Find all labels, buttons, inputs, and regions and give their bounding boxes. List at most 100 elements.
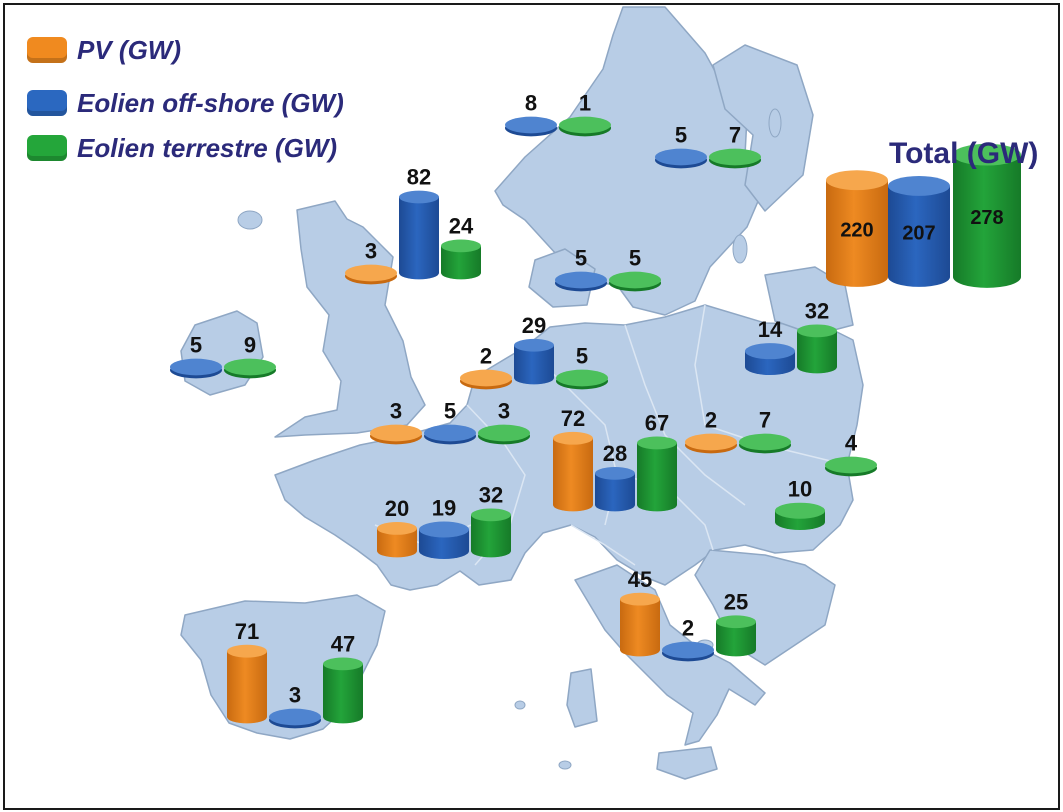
total-cylinder-offshore-label: 207 <box>902 222 935 244</box>
land-shape <box>712 44 814 212</box>
cylinder-offshore-top <box>514 338 554 352</box>
cylinder-onshore-label: 7 <box>759 408 771 433</box>
island-shape <box>558 760 572 770</box>
cylinder-pv: 20 <box>377 496 417 558</box>
cylinder-offshore-top <box>745 343 795 360</box>
island-shape <box>732 234 748 264</box>
cylinder-onshore: 5 <box>556 344 608 390</box>
cylinder-onshore-label: 1 <box>579 91 591 116</box>
cylinder-pv-label: 45 <box>628 567 652 592</box>
total-cylinder-pv-top <box>826 170 888 191</box>
cylinder-onshore: 32 <box>797 298 837 374</box>
cylinder-offshore-base <box>745 359 795 375</box>
cylinder-onshore: 1 <box>559 91 611 137</box>
cylinder-pv: 3 <box>345 239 397 285</box>
cylinder-pv-top <box>370 424 422 442</box>
cylinder-pv-top <box>377 522 417 535</box>
cylinder-onshore-label: 7 <box>729 123 741 148</box>
cylinder-offshore: 8 <box>505 91 557 137</box>
cylinder-pv-label: 71 <box>235 619 259 644</box>
cylinder-pv-body <box>227 651 267 717</box>
cylinder-onshore: 67 <box>637 411 677 512</box>
cylinder-onshore-label: 4 <box>845 431 858 456</box>
cylinder-onshore-top <box>609 271 661 289</box>
cylinder-onshore: 24 <box>441 213 481 280</box>
cylinder-pv: 2 <box>460 344 512 390</box>
cylinder-pv-label: 2 <box>480 344 492 369</box>
cylinder-offshore-label: 8 <box>525 91 537 116</box>
cylinder-onshore-base <box>471 544 511 558</box>
land-shape <box>274 200 426 438</box>
legend-label-pv: PV (GW) <box>77 34 181 65</box>
cylinder-pv-label: 3 <box>390 399 402 424</box>
total-cylinder-pv-label: 220 <box>840 220 873 242</box>
cylinder-onshore: 32 <box>471 482 511 558</box>
cylinder-onshore: 47 <box>323 631 363 724</box>
cylinder-pv: 72 <box>553 406 593 512</box>
cylinder-onshore-top <box>825 456 877 474</box>
cylinder-offshore-body <box>399 197 439 273</box>
cylinder-pv-top <box>345 264 397 282</box>
total-cylinder-onshore-base <box>953 266 1021 288</box>
cylinder-onshore-top <box>478 424 530 442</box>
cylinder-offshore: 19 <box>419 496 469 559</box>
cylinder-offshore: 28 <box>595 441 635 512</box>
cylinder-offshore: 14 <box>745 317 795 375</box>
cylinder-onshore: 7 <box>739 408 791 454</box>
total-cylinder-pv: 220 <box>826 170 888 287</box>
cylinder-onshore-label: 24 <box>449 213 474 238</box>
total-cylinder-pv-body <box>826 180 888 277</box>
cylinder-onshore-label: 5 <box>576 344 588 369</box>
cylinder-pv-top <box>553 431 593 445</box>
cylinder-onshore-base <box>797 360 837 374</box>
cylinder-offshore-label: 5 <box>675 123 687 148</box>
cylinder-offshore-top <box>655 148 707 166</box>
cylinder-pv-top <box>227 644 267 658</box>
cylinder-pv-label: 2 <box>705 408 717 433</box>
cylinder-onshore-base <box>441 266 481 280</box>
cylinder-pv: 2 <box>685 408 737 454</box>
cylinder-offshore-label: 82 <box>407 165 431 190</box>
cylinder-offshore-top <box>505 116 557 134</box>
border-line <box>570 524 636 566</box>
cylinder-pv-top <box>460 369 512 387</box>
cylinder-offshore-label: 29 <box>522 313 546 338</box>
cylinder-onshore-base <box>716 643 756 657</box>
cylinder-onshore-top <box>471 508 511 522</box>
cylinder-onshore-base <box>637 498 677 512</box>
land-shape <box>566 668 598 728</box>
cylinder-offshore-top <box>399 190 439 204</box>
land-shape <box>656 746 718 780</box>
cylinder-onshore-label: 32 <box>479 482 503 507</box>
cylinder-offshore-base <box>419 543 469 559</box>
cylinder-pv-top <box>620 592 660 606</box>
cylinder-pv-base <box>620 643 660 657</box>
island-shape <box>514 700 526 710</box>
island-shape <box>768 108 782 138</box>
cylinder-onshore-top <box>323 657 363 671</box>
total-cylinder-onshore-top <box>953 143 1021 166</box>
cylinder-offshore-top <box>419 521 469 538</box>
cylinder-onshore-body <box>323 663 363 717</box>
cylinder-offshore-label: 3 <box>289 683 301 708</box>
legend-item-pv: PV (GW) <box>27 35 181 65</box>
legend-item-offshore: Eolien off-shore (GW) <box>27 88 344 118</box>
cylinder-onshore-label: 47 <box>331 631 355 656</box>
cylinder-pv-base <box>377 544 417 558</box>
cylinder-onshore-top <box>739 433 791 451</box>
cylinder-pv: 71 <box>227 619 267 724</box>
border-line <box>624 324 746 506</box>
total-cylinder-onshore-label: 278 <box>970 207 1003 229</box>
cylinder-offshore-label: 28 <box>603 441 627 466</box>
cylinder-pv-body <box>553 438 593 505</box>
cylinder-offshore-base <box>595 498 635 512</box>
total-cylinder-onshore-body <box>953 154 1021 277</box>
cylinder-pv-body <box>377 528 417 551</box>
cylinder-pv-label: 3 <box>365 239 377 264</box>
cylinder-offshore-label: 5 <box>575 246 587 271</box>
cylinder-pv-base <box>553 498 593 512</box>
cylinder-onshore-label: 5 <box>629 246 641 271</box>
cylinder-onshore-label: 32 <box>805 298 829 323</box>
cylinder-offshore: 5 <box>655 123 707 169</box>
